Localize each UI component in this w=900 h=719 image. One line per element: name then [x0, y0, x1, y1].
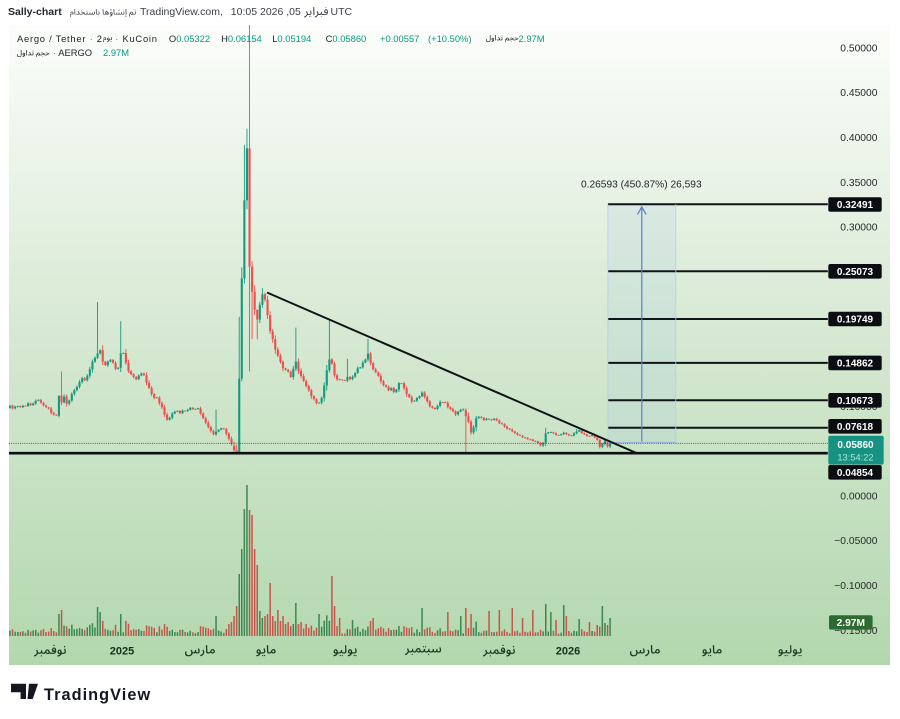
svg-text:0.26593 (450.87%) 26,593: 0.26593 (450.87%) 26,593: [581, 180, 702, 191]
svg-text:0.40000: 0.40000: [840, 133, 877, 144]
svg-text:0.10673: 0.10673: [837, 396, 874, 407]
svg-text:0.19749: 0.19749: [837, 315, 874, 326]
svg-text:−0.10000: −0.10000: [834, 581, 878, 592]
svg-text:2.97M: 2.97M: [837, 618, 865, 629]
svg-text:−0.05000: −0.05000: [834, 536, 878, 547]
svg-text:13:54:22: 13:54:22: [837, 452, 873, 462]
svg-text:0.32491: 0.32491: [837, 200, 874, 211]
svg-text:2026: 2026: [556, 646, 580, 658]
svg-text:2025: 2025: [110, 646, 134, 658]
svg-text:0.30000: 0.30000: [840, 223, 877, 234]
svg-text:0.50000: 0.50000: [840, 43, 877, 54]
svg-text:−0.15000: −0.15000: [834, 626, 878, 637]
svg-text:0.04854: 0.04854: [837, 468, 874, 479]
svg-text:0.00000: 0.00000: [840, 491, 877, 502]
svg-text:0.25073: 0.25073: [837, 267, 874, 278]
svg-text:0.35000: 0.35000: [840, 178, 877, 189]
svg-text:0.14862: 0.14862: [837, 358, 874, 369]
svg-text:0.05860: 0.05860: [837, 440, 874, 451]
svg-text:0.07618: 0.07618: [837, 422, 874, 433]
svg-text:0.45000: 0.45000: [840, 88, 877, 99]
